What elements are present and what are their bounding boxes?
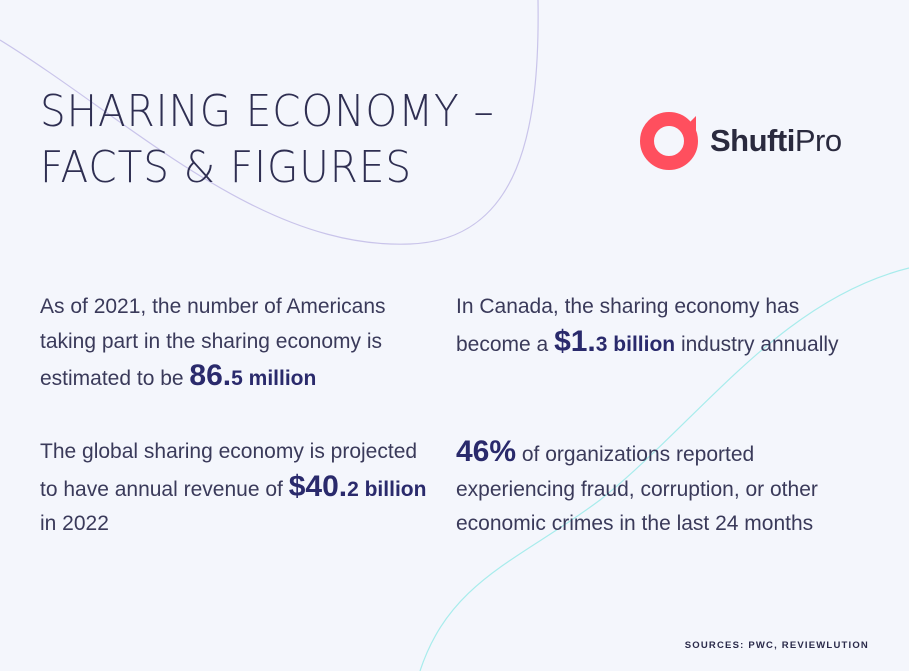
logo-text-light: Pro (794, 123, 842, 158)
fact-highlight: 86. (189, 359, 232, 392)
fact-highlight: $1. (554, 324, 596, 358)
fact-highlight-unit: 2 billion (347, 477, 427, 501)
shufti-pro-logo-icon (640, 112, 698, 170)
fact-text: In Canada, the sharing economy has becom… (456, 295, 800, 356)
fact-highlight-unit: 3 billion (595, 332, 676, 356)
logo-text-bold: Shufti (710, 123, 795, 158)
title-line-2: FACTS & FIGURES (40, 142, 412, 193)
fact-text-end: of organizations reported experiencing f… (456, 443, 818, 535)
page-title: SHARING ECONOMY – FACTS & FIGURES (40, 84, 495, 196)
shufti-pro-logo: ShuftiPro (638, 108, 842, 174)
fact-highlight: 46% (456, 435, 517, 468)
fact-canada: In Canada, the sharing economy has becom… (456, 290, 876, 362)
fact-text: The global sharing economy is projected … (40, 440, 418, 501)
purple-curve (0, 0, 539, 245)
title-line-1: SHARING ECONOMY – (40, 86, 495, 137)
fact-highlight: $40. (288, 469, 348, 503)
fact-text: As of 2021, the number of Americans taki… (40, 295, 386, 390)
fact-text-end: industry annually (675, 332, 839, 356)
cyan-curve (419, 267, 909, 671)
fact-global-revenue: The global sharing economy is projected … (40, 435, 430, 542)
fact-highlight-unit: 5 million (231, 367, 317, 390)
fact-fraud: 46% of organizations reported experienci… (456, 435, 876, 542)
logo-wordmark: ShuftiPro (710, 123, 842, 159)
fact-text-end: in 2022 (40, 512, 109, 535)
fact-americans: As of 2021, the number of Americans taki… (40, 290, 430, 397)
sources-footnote: SOURCES: PWC, REVIEWLUTION (684, 640, 869, 651)
